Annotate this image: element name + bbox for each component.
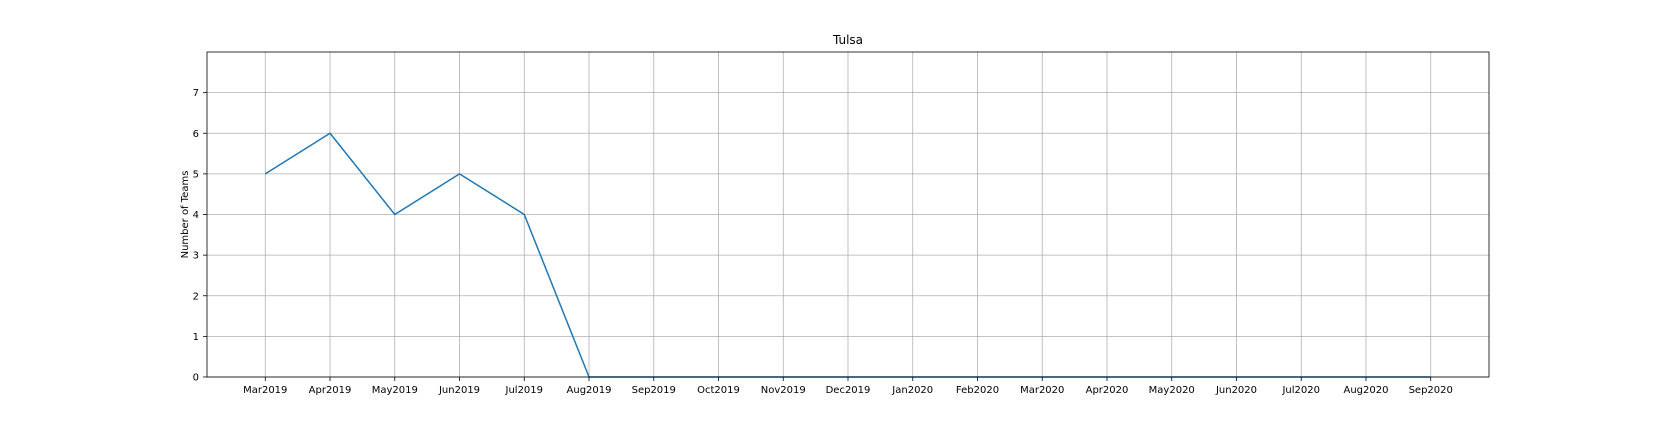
grid <box>207 52 1489 378</box>
x-tick-label: Mar2019 <box>243 385 287 396</box>
x-tick-label: Jul2020 <box>1281 385 1320 396</box>
y-tick-label: 7 <box>193 88 199 99</box>
y-tick-label: 3 <box>193 251 199 262</box>
x-tick-label: May2019 <box>372 385 418 396</box>
y-tick-label: 6 <box>193 129 199 140</box>
x-tick-label: May2020 <box>1149 385 1195 396</box>
y-axis: 0 1 2 3 4 5 6 7 <box>193 88 207 384</box>
y-tick-label: 1 <box>193 332 199 343</box>
x-tick-label: Jun2019 <box>438 385 480 396</box>
x-tick-label: Nov2019 <box>761 385 806 396</box>
x-tick-label: Feb2020 <box>956 385 999 396</box>
x-tick-label: Apr2019 <box>309 385 352 396</box>
chart-title: Tulsa <box>832 33 863 47</box>
x-tick-label: Oct2019 <box>697 385 740 396</box>
x-tick-label: Apr2020 <box>1086 385 1129 396</box>
y-tick-label: 2 <box>193 291 199 302</box>
x-tick-label: Sep2020 <box>1409 385 1453 396</box>
y-tick-label: 0 <box>193 373 199 384</box>
y-tick-label: 4 <box>193 210 199 221</box>
x-tick-label: Jun2020 <box>1215 385 1257 396</box>
x-tick-label: Jan2020 <box>891 385 933 396</box>
x-tick-label: Jul2019 <box>505 385 544 396</box>
x-tick-label: Aug2019 <box>567 385 612 396</box>
x-tick-label: Aug2020 <box>1343 385 1388 396</box>
x-axis: Mar2019 Apr2019 May2019 Jun2019 Jul2019 Aug20… <box>243 377 1453 396</box>
y-tick-label: 5 <box>193 169 199 180</box>
x-tick-label: Dec2019 <box>826 385 871 396</box>
x-tick-label: Mar2020 <box>1020 385 1064 396</box>
x-tick-label: Sep2019 <box>632 385 676 396</box>
y-axis-label: Number of Teams <box>180 171 191 259</box>
